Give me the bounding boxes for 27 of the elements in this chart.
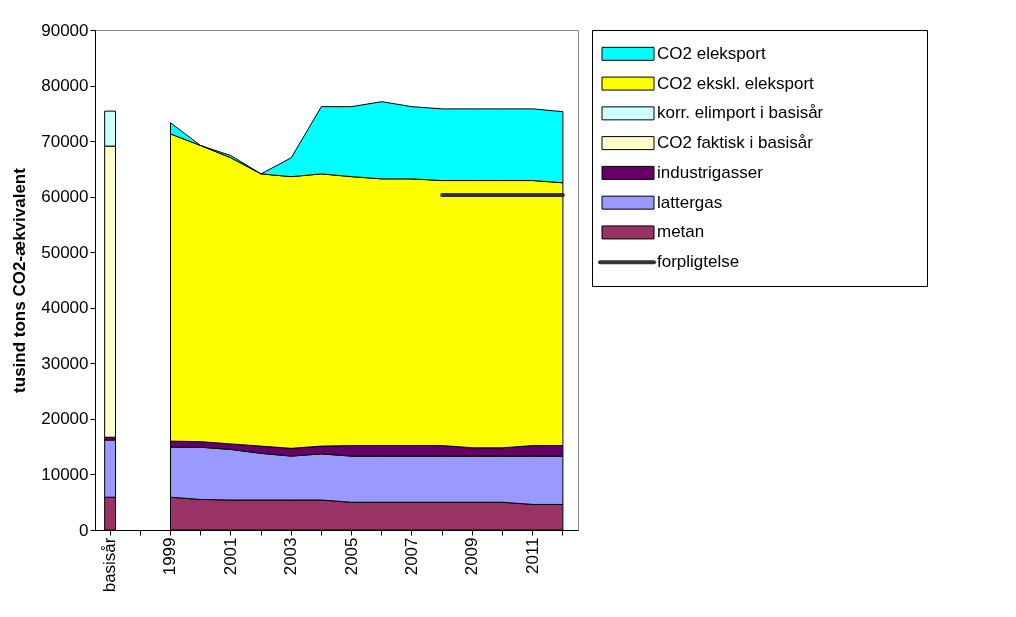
- legend-label: industrigasser: [657, 162, 764, 182]
- legend-label: CO2 ekskl. eleksport: [657, 73, 815, 93]
- y-tick-label: 50000: [41, 242, 89, 262]
- y-tick-label: 20000: [41, 409, 89, 429]
- legend-label: CO2 faktisk i basisår: [657, 133, 814, 153]
- y-tick-label: 90000: [41, 20, 89, 40]
- x-tick-label: basisår: [100, 537, 120, 593]
- legend-label: forpligtelse: [657, 252, 740, 272]
- legend-label: lattergas: [657, 192, 723, 212]
- y-tick-label: 60000: [41, 187, 89, 207]
- x-tick-label: 2009: [462, 537, 482, 576]
- legend-label: CO2 eleksport: [657, 43, 766, 63]
- y-tick-label: 30000: [41, 353, 89, 373]
- y-tick-label: 40000: [41, 298, 89, 318]
- y-tick-label: 80000: [41, 76, 89, 96]
- y-tick-label: 10000: [41, 464, 89, 484]
- x-tick-label: 1999: [160, 537, 180, 576]
- x-tick-label: 2001: [220, 537, 240, 576]
- x-tick-label: 2003: [281, 537, 301, 576]
- legend-label: metan: [657, 222, 705, 242]
- y-axis-title: tusind tons CO2-ækvivalent: [10, 167, 30, 393]
- x-tick-label: 2011: [522, 537, 542, 575]
- x-tick-label: 2007: [401, 537, 421, 576]
- y-tick-label: 70000: [41, 131, 89, 151]
- y-tick-label: 0: [79, 520, 89, 540]
- legend-label: korr. elimport i basisår: [657, 103, 824, 123]
- x-tick-label: 2005: [341, 537, 361, 576]
